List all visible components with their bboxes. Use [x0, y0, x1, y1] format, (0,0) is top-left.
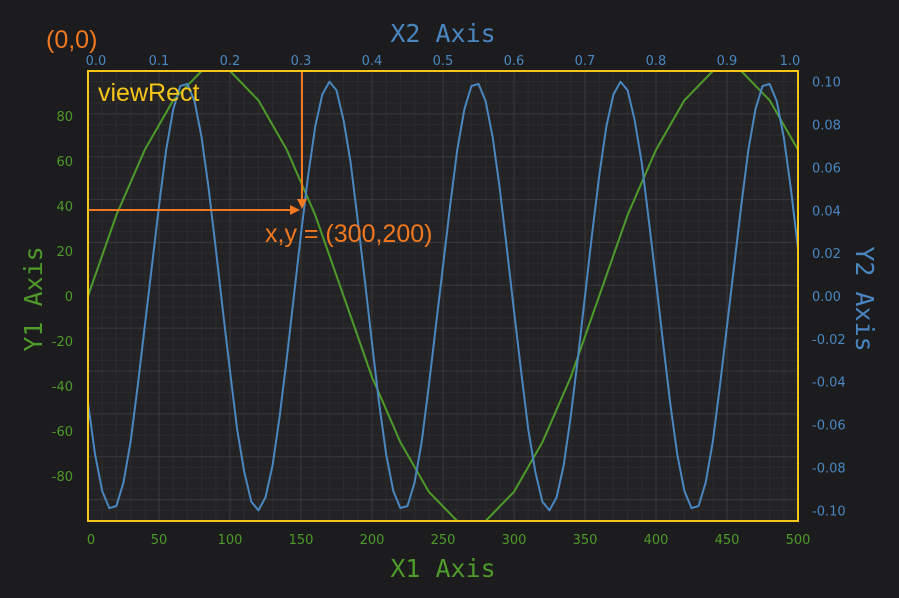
y1-tick-label: -60 — [52, 425, 73, 440]
x2-tick-label: 0.9 — [717, 54, 738, 69]
view-rect-label: viewRect — [98, 79, 199, 107]
y1-tick-label: 40 — [56, 200, 73, 215]
y2-tick-label: 0.10 — [812, 76, 841, 91]
y2-tick-label: 0.08 — [812, 119, 841, 134]
y2-tick-label: -0.10 — [812, 504, 846, 519]
y2-tick-label: -0.08 — [812, 461, 846, 476]
point-label: x,y = (300,200) — [265, 220, 432, 248]
y2-axis-title: Y2 Axis — [850, 246, 879, 351]
annotation-arrows — [89, 72, 307, 215]
vertical-arrow-head — [297, 199, 307, 209]
y1-tick-label: 20 — [56, 245, 73, 260]
y2-tick-label: 0.00 — [812, 290, 841, 305]
y1-axis-title: Y1 Axis — [19, 246, 48, 351]
y1-tick-label: 60 — [56, 155, 73, 170]
origin-label: (0,0) — [46, 26, 97, 54]
x2-tick-label: 0.4 — [362, 54, 383, 69]
x2-tick-label: 0.3 — [291, 54, 312, 69]
y2-tick-label: 0.04 — [812, 204, 841, 219]
view-rect-border — [87, 70, 799, 522]
y1-ticks: -80 -60 -40 -20 0 20 40 60 80 — [52, 110, 73, 485]
x2-tick-label: 0.8 — [646, 54, 667, 69]
x1-tick-label: 300 — [502, 533, 527, 548]
x1-tick-label: 500 — [786, 533, 811, 548]
x2-ticks: 0.0 0.1 0.2 0.3 0.4 0.5 0.6 0.7 0.8 0.9 1.0 — [86, 54, 801, 69]
y2-ticks: -0.10 -0.08 -0.06 -0.04 -0.02 0.00 0.02 0.04 0.0… — [812, 76, 846, 520]
x1-tick-label: 100 — [218, 533, 243, 548]
x1-tick-label: 150 — [289, 533, 314, 548]
x1-tick-label: 250 — [431, 533, 456, 548]
x1-ticks: 0 50 100 150 200 250 300 350 400 450 500 — [87, 533, 811, 548]
y2-tick-label: 0.02 — [812, 247, 841, 262]
y2-tick-label: -0.02 — [812, 333, 846, 348]
x2-tick-label: 0.6 — [504, 54, 525, 69]
x1-tick-label: 50 — [151, 533, 168, 548]
grid — [87, 70, 799, 522]
y1-tick-label: 80 — [56, 110, 73, 125]
x2-tick-label: 0.1 — [149, 54, 170, 69]
series-line-x2-y2 — [87, 80, 799, 512]
x1-tick-label: 200 — [360, 533, 385, 548]
x1-tick-label: 400 — [644, 533, 669, 548]
x1-axis-title: X1 Axis — [390, 554, 495, 583]
x2-tick-label: 1.0 — [780, 54, 801, 69]
y2-tick-label: -0.06 — [812, 419, 846, 434]
y1-tick-label: -80 — [52, 470, 73, 485]
x1-tick-label: 450 — [715, 533, 740, 548]
x2-tick-label: 0.2 — [220, 54, 241, 69]
horizontal-arrow-head — [290, 205, 300, 215]
x1-tick-label: 0 — [87, 533, 95, 548]
y2-tick-label: -0.04 — [812, 376, 846, 391]
y1-tick-label: 0 — [65, 290, 73, 305]
x2-tick-label: 0.7 — [575, 54, 596, 69]
x2-tick-label: 0.5 — [433, 54, 454, 69]
y1-tick-label: -20 — [52, 335, 73, 350]
y1-tick-label: -40 — [52, 380, 73, 395]
x2-tick-label: 0.0 — [86, 54, 107, 69]
x2-axis-title: X2 Axis — [390, 19, 495, 48]
y2-tick-label: 0.06 — [812, 161, 841, 176]
x1-tick-label: 350 — [573, 533, 598, 548]
